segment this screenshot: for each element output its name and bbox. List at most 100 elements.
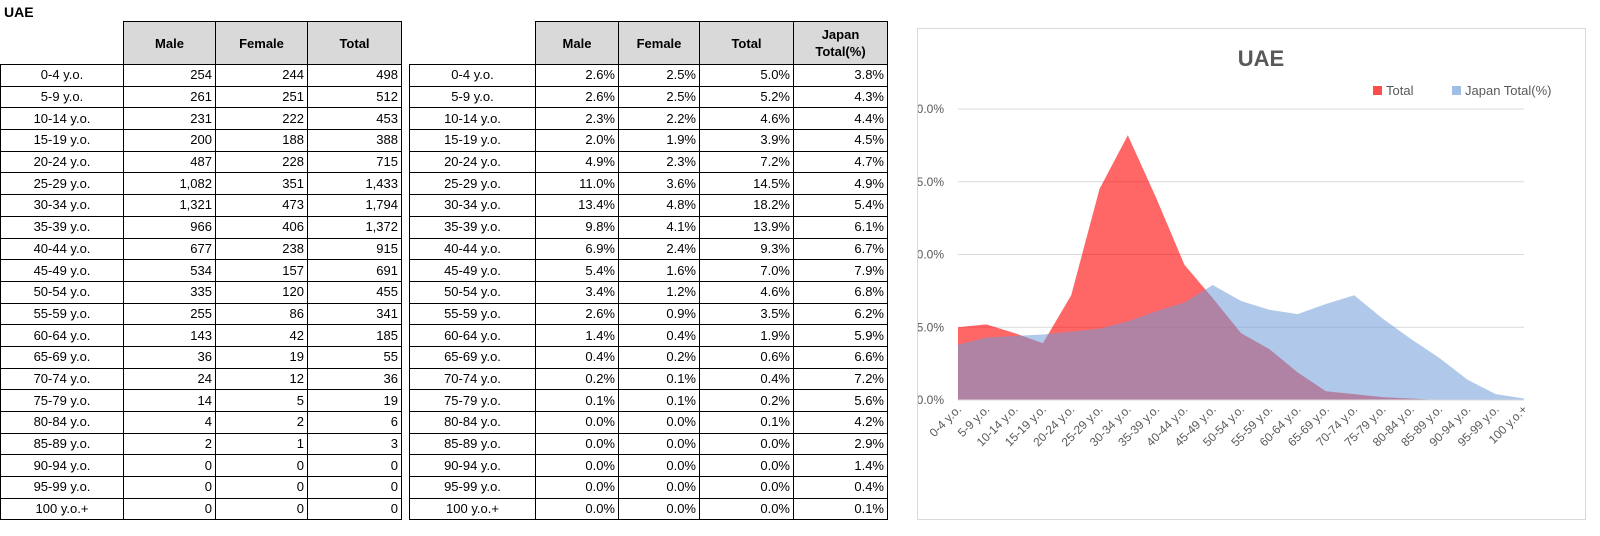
table-row: 40-44 y.o. 677 238 915 bbox=[0, 237, 402, 261]
female-cell: 12 bbox=[215, 367, 308, 391]
total-cell: 715 bbox=[307, 150, 402, 174]
japan-cell: 5.9% bbox=[793, 324, 888, 347]
chart-series bbox=[958, 135, 1524, 400]
population-chart: UAE Total Japan Total(%) 0.0% 5.0% 10.0% 15.… bbox=[910, 46, 1552, 449]
age-group-label: 55-59 y.o. bbox=[0, 302, 124, 326]
japan-cell: 4.2% bbox=[793, 411, 888, 434]
y-tick-label: 0.0% bbox=[918, 393, 944, 407]
column-header: Japan Total(%) bbox=[793, 21, 888, 65]
male-cell: 2 bbox=[123, 432, 216, 456]
age-group-label: 45-49 y.o. bbox=[409, 259, 536, 282]
total-cell: 915 bbox=[307, 237, 402, 261]
age-group-label: 20-24 y.o. bbox=[0, 150, 124, 174]
table-row: 35-39 y.o. 966 406 1,372 bbox=[0, 215, 402, 239]
japan-cell: 5.4% bbox=[793, 194, 888, 217]
female-cell: 0.0% bbox=[618, 476, 700, 499]
table-row: 30-34 y.o. 13.4% 4.8% 18.2% 5.4% bbox=[409, 194, 888, 217]
age-group-label: 100 y.o.+ bbox=[0, 497, 124, 521]
y-tick-label: 20.0% bbox=[918, 102, 944, 116]
female-cell: 0.0% bbox=[618, 411, 700, 434]
male-cell: 1.4% bbox=[535, 324, 619, 347]
total-cell: 0 bbox=[307, 476, 402, 499]
age-group-label: 10-14 y.o. bbox=[409, 107, 536, 131]
corner-cell bbox=[409, 21, 536, 65]
table-row: 20-24 y.o. 487 228 715 bbox=[0, 150, 402, 174]
female-cell: 1.2% bbox=[618, 280, 700, 304]
total-cell: 498 bbox=[307, 64, 402, 87]
total-cell: 5.2% bbox=[699, 85, 794, 109]
female-cell: 188 bbox=[215, 129, 308, 152]
male-cell: 231 bbox=[123, 107, 216, 131]
female-cell: 5 bbox=[215, 389, 308, 412]
total-cell: 13.9% bbox=[699, 215, 794, 239]
table-row: 100 y.o.+ 0 0 0 bbox=[0, 497, 402, 521]
female-cell: 351 bbox=[215, 172, 308, 196]
table-row: 85-89 y.o. 2 1 3 bbox=[0, 432, 402, 456]
total-cell: 0 bbox=[307, 454, 402, 478]
male-cell: 487 bbox=[123, 150, 216, 174]
column-header: Female bbox=[618, 21, 700, 65]
table-row: 15-19 y.o. 200 188 388 bbox=[0, 129, 402, 152]
female-cell: 0.4% bbox=[618, 324, 700, 347]
total-cell: 388 bbox=[307, 129, 402, 152]
chart-legend: Total Japan Total(%) bbox=[1373, 83, 1551, 98]
female-cell: 1 bbox=[215, 432, 308, 456]
total-cell: 7.0% bbox=[699, 259, 794, 282]
table-row: 70-74 y.o. 0.2% 0.1% 0.4% 7.2% bbox=[409, 367, 888, 391]
female-cell: 2.2% bbox=[618, 107, 700, 131]
japan-cell: 3.8% bbox=[793, 64, 888, 87]
age-group-label: 15-19 y.o. bbox=[409, 129, 536, 152]
total-cell: 341 bbox=[307, 302, 402, 326]
female-cell: 238 bbox=[215, 237, 308, 261]
female-cell: 2.3% bbox=[618, 150, 700, 174]
male-cell: 2.3% bbox=[535, 107, 619, 131]
age-group-label: 50-54 y.o. bbox=[0, 280, 124, 304]
age-group-label: 70-74 y.o. bbox=[0, 367, 124, 391]
table-row: 50-54 y.o. 335 120 455 bbox=[0, 280, 402, 304]
female-cell: 0 bbox=[215, 497, 308, 521]
female-cell: 251 bbox=[215, 85, 308, 109]
age-group-label: 20-24 y.o. bbox=[409, 150, 536, 174]
male-cell: 1,082 bbox=[123, 172, 216, 196]
female-cell: 19 bbox=[215, 345, 308, 369]
female-cell: 120 bbox=[215, 280, 308, 304]
table-row: 55-59 y.o. 255 86 341 bbox=[0, 302, 402, 326]
age-group-label: 55-59 y.o. bbox=[409, 302, 536, 326]
table-row: 70-74 y.o. 24 12 36 bbox=[0, 367, 402, 391]
total-cell: 1.9% bbox=[699, 324, 794, 347]
age-group-label: 35-39 y.o. bbox=[409, 215, 536, 239]
table-row: 90-94 y.o. 0 0 0 bbox=[0, 454, 402, 478]
male-cell: 5.4% bbox=[535, 259, 619, 282]
table-row: 25-29 y.o. 11.0% 3.6% 14.5% 4.9% bbox=[409, 172, 888, 196]
female-cell: 2 bbox=[215, 411, 308, 434]
female-cell: 1.9% bbox=[618, 129, 700, 152]
total-cell: 5.0% bbox=[699, 64, 794, 87]
total-cell: 0.6% bbox=[699, 345, 794, 369]
male-cell: 0.0% bbox=[535, 476, 619, 499]
female-cell: 0.1% bbox=[618, 367, 700, 391]
total-cell: 0.0% bbox=[699, 497, 794, 521]
male-cell: 9.8% bbox=[535, 215, 619, 239]
age-group-label: 100 y.o.+ bbox=[409, 497, 536, 521]
total-cell: 0 bbox=[307, 497, 402, 521]
legend-label: Japan Total(%) bbox=[1465, 83, 1551, 98]
male-cell: 200 bbox=[123, 129, 216, 152]
japan-cell: 0.1% bbox=[793, 497, 888, 521]
y-tick-label: 5.0% bbox=[918, 320, 944, 334]
female-cell: 0.0% bbox=[618, 432, 700, 456]
total-cell: 3 bbox=[307, 432, 402, 456]
japan-cell: 0.4% bbox=[793, 476, 888, 499]
male-cell: 3.4% bbox=[535, 280, 619, 304]
table-row: 40-44 y.o. 6.9% 2.4% 9.3% 6.7% bbox=[409, 237, 888, 261]
male-cell: 4.9% bbox=[535, 150, 619, 174]
total-cell: 19 bbox=[307, 389, 402, 412]
male-cell: 13.4% bbox=[535, 194, 619, 217]
y-tick-label: 10.0% bbox=[918, 248, 944, 262]
male-cell: 143 bbox=[123, 324, 216, 347]
total-cell: 0.1% bbox=[699, 411, 794, 434]
female-cell: 0.2% bbox=[618, 345, 700, 369]
table-row: 45-49 y.o. 534 157 691 bbox=[0, 259, 402, 282]
female-cell: 0 bbox=[215, 476, 308, 499]
column-header: Male bbox=[123, 21, 216, 65]
corner-cell bbox=[0, 21, 124, 65]
